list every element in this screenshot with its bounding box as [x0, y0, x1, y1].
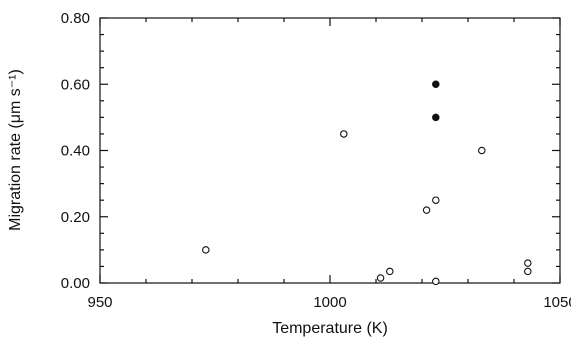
- data-point-open: [202, 246, 210, 254]
- data-point-open: [376, 274, 385, 282]
- data-point-open: [340, 130, 348, 138]
- data-point-open: [524, 259, 532, 267]
- plot-frame: [99, 17, 561, 284]
- x-tick-label: 950: [87, 294, 112, 311]
- x-tick-label: 1000: [313, 294, 346, 311]
- data-point-open: [386, 267, 394, 276]
- data-point-open: [432, 277, 440, 286]
- data-point-open: [432, 196, 440, 204]
- data-points: [202, 80, 532, 286]
- data-point-filled: [432, 113, 440, 122]
- y-tick-label: 0.00: [61, 275, 90, 292]
- y-tick-label: 0.80: [61, 10, 90, 27]
- tick-marks: [99, 17, 561, 284]
- x-axis-title: Temperature (K): [272, 320, 388, 337]
- y-axis-title: Migration rate (μm s⁻¹): [7, 69, 24, 231]
- data-point-open: [478, 146, 486, 155]
- y-tick-label: 0.40: [61, 143, 90, 160]
- data-point-open: [422, 206, 431, 214]
- data-point-open: [524, 267, 532, 276]
- y-tick-label: 0.60: [61, 76, 90, 93]
- y-tick-label: 0.20: [61, 209, 90, 226]
- y-tick-labels: 0.00 0.20 0.40 0.60 0.80: [61, 10, 90, 292]
- data-point-filled: [432, 80, 440, 89]
